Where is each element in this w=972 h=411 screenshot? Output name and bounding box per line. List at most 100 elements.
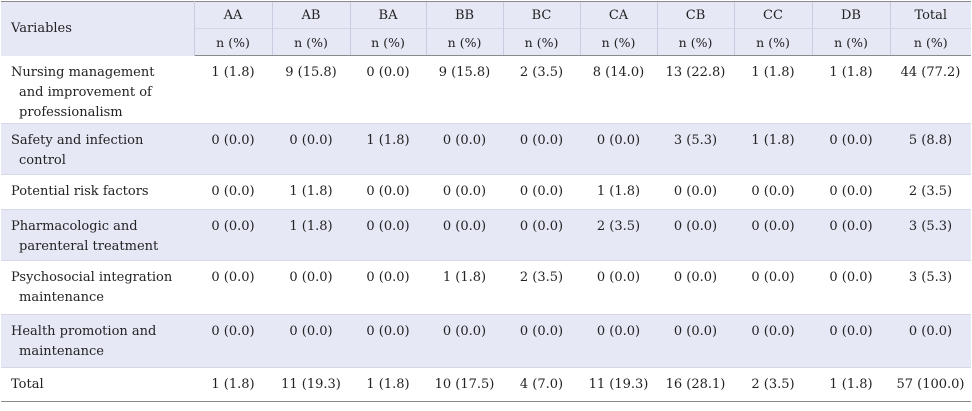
table-cell: 3 (5.3) bbox=[657, 123, 734, 175]
row-label: Health promotion and maintenance bbox=[1, 314, 194, 368]
row-label: Potential risk factors bbox=[1, 174, 194, 210]
table-cell: 1 (1.8) bbox=[580, 174, 657, 210]
table-cell: 0 (0.0) bbox=[350, 209, 426, 261]
table-cell: 2 (3.5) bbox=[734, 367, 812, 402]
table-row: Pharmacologic and parenteral treatment 0… bbox=[1, 209, 971, 261]
table-cell: 0 (0.0) bbox=[194, 209, 272, 261]
table-cell: 0 (0.0) bbox=[426, 314, 503, 368]
table-cell: 0 (0.0) bbox=[272, 260, 350, 315]
table-cell: 0 (0.0) bbox=[503, 174, 580, 210]
table-cell: 9 (15.8) bbox=[272, 55, 350, 124]
table-cell: 9 (15.8) bbox=[426, 55, 503, 124]
table-cell: 0 (0.0) bbox=[580, 314, 657, 368]
table-cell: 0 (0.0) bbox=[272, 123, 350, 175]
col-header-ab: AB bbox=[271, 1, 350, 29]
table-cell: 5 (8.8) bbox=[890, 123, 971, 175]
subheader-cell: n (%) bbox=[733, 28, 812, 56]
row-label-line: Safety and infection bbox=[11, 132, 144, 148]
table-cell: 0 (0.0) bbox=[350, 55, 426, 124]
col-header-db: DB bbox=[811, 1, 890, 29]
table-cell: 0 (0.0) bbox=[734, 209, 812, 261]
row-label-line: maintenance bbox=[19, 343, 104, 359]
table-cell: 0 (0.0) bbox=[426, 174, 503, 210]
row-label-line: Health promotion and bbox=[11, 323, 157, 339]
table-row-total: Total 1 (1.8) 11 (19.3) 1 (1.8) 10 (17.5… bbox=[1, 367, 971, 402]
subheader-cell: n (%) bbox=[502, 28, 580, 56]
table-cell: 3 (5.3) bbox=[890, 260, 971, 315]
subheader-cell: n (%) bbox=[656, 28, 734, 56]
table-cell: 2 (3.5) bbox=[503, 260, 580, 315]
col-header-aa: AA bbox=[193, 1, 272, 29]
table-cell: 10 (17.5) bbox=[426, 367, 503, 402]
table-cell: 1 (1.8) bbox=[812, 367, 890, 402]
table-cell: 0 (0.0) bbox=[734, 314, 812, 368]
row-label: Psychosocial integration maintenance bbox=[1, 260, 194, 315]
col-header-bb: BB bbox=[425, 1, 503, 29]
table-cell: 8 (14.0) bbox=[580, 55, 657, 124]
table-cell: 0 (0.0) bbox=[657, 260, 734, 315]
table-cell: 2 (3.5) bbox=[890, 174, 971, 210]
subheader-cell: n (%) bbox=[889, 28, 971, 56]
table-cell: 1 (1.8) bbox=[426, 260, 503, 315]
table-cell: 0 (0.0) bbox=[734, 260, 812, 315]
row-label-line: control bbox=[19, 152, 66, 168]
table-cell: 16 (28.1) bbox=[657, 367, 734, 402]
row-label-line: professionalism bbox=[19, 104, 123, 120]
table-row: Psychosocial integration maintenance 0 (… bbox=[1, 260, 971, 315]
subheader-cell: n (%) bbox=[425, 28, 503, 56]
table-cell: 1 (1.8) bbox=[350, 123, 426, 175]
table-cell: 0 (0.0) bbox=[194, 314, 272, 368]
table-cell: 0 (0.0) bbox=[426, 209, 503, 261]
table-cell: 44 (77.2) bbox=[890, 55, 971, 124]
table-cell: 0 (0.0) bbox=[812, 174, 890, 210]
table-cell: 1 (1.8) bbox=[812, 55, 890, 124]
col-header-ca: CA bbox=[579, 1, 657, 29]
row-label-line: parenteral treatment bbox=[19, 238, 159, 254]
table-cell: 1 (1.8) bbox=[734, 55, 812, 124]
row-label-line: Pharmacologic and bbox=[11, 218, 138, 234]
table-cell: 11 (19.3) bbox=[272, 367, 350, 402]
table-cell: 0 (0.0) bbox=[812, 123, 890, 175]
header-row-codes: Variables AA AB BA BB BC CA CB CC DB Tot… bbox=[1, 1, 971, 56]
data-table: Variables AA AB BA BB BC CA CB CC DB Tot… bbox=[1, 1, 971, 402]
col-header-cb: CB bbox=[656, 1, 734, 29]
variables-header: Variables bbox=[1, 1, 195, 56]
col-header-ba: BA bbox=[349, 1, 426, 29]
table-cell: 0 (0.0) bbox=[890, 314, 971, 368]
subheader-cell: n (%) bbox=[271, 28, 350, 56]
table-cell: 1 (1.8) bbox=[272, 174, 350, 210]
col-header-bc: BC bbox=[502, 1, 580, 29]
row-label: Pharmacologic and parenteral treatment bbox=[1, 209, 194, 261]
table-cell: 1 (1.8) bbox=[194, 367, 272, 402]
table-cell: 57 (100.0) bbox=[890, 367, 971, 402]
row-label: Total bbox=[1, 367, 194, 402]
table-cell: 0 (0.0) bbox=[734, 174, 812, 210]
row-label-line: Potential risk factors bbox=[11, 183, 149, 199]
subheader-cell: n (%) bbox=[349, 28, 426, 56]
table-cell: 3 (5.3) bbox=[890, 209, 971, 261]
header-row-subheader: n (%) n (%) n (%) n (%) n (%) n (%) n (%… bbox=[1, 28, 971, 56]
table-cell: 0 (0.0) bbox=[350, 174, 426, 210]
table-cell: 0 (0.0) bbox=[812, 209, 890, 261]
table-cell: 1 (1.8) bbox=[734, 123, 812, 175]
table-cell: 0 (0.0) bbox=[657, 209, 734, 261]
row-label: Safety and infection control bbox=[1, 123, 194, 175]
table-cell: 1 (1.8) bbox=[194, 55, 272, 124]
table-cell: 2 (3.5) bbox=[503, 55, 580, 124]
table-cell: 0 (0.0) bbox=[272, 314, 350, 368]
subheader-cell: n (%) bbox=[193, 28, 272, 56]
row-label-line: and improvement of bbox=[19, 84, 152, 100]
row-label-line: Nursing management bbox=[11, 64, 155, 80]
table-cell: 2 (3.5) bbox=[580, 209, 657, 261]
subheader-cell: n (%) bbox=[811, 28, 890, 56]
table-row: Health promotion and maintenance 0 (0.0)… bbox=[1, 314, 971, 368]
table-cell: 0 (0.0) bbox=[580, 260, 657, 315]
table-cell: 1 (1.8) bbox=[272, 209, 350, 261]
row-label-line: maintenance bbox=[19, 289, 104, 305]
table-cell: 0 (0.0) bbox=[580, 123, 657, 175]
table-cell: 0 (0.0) bbox=[503, 209, 580, 261]
table-cell: 4 (7.0) bbox=[503, 367, 580, 402]
table-cell: 0 (0.0) bbox=[503, 123, 580, 175]
table-cell: 0 (0.0) bbox=[350, 260, 426, 315]
table-row: Potential risk factors 0 (0.0) 1 (1.8) 0… bbox=[1, 174, 971, 210]
